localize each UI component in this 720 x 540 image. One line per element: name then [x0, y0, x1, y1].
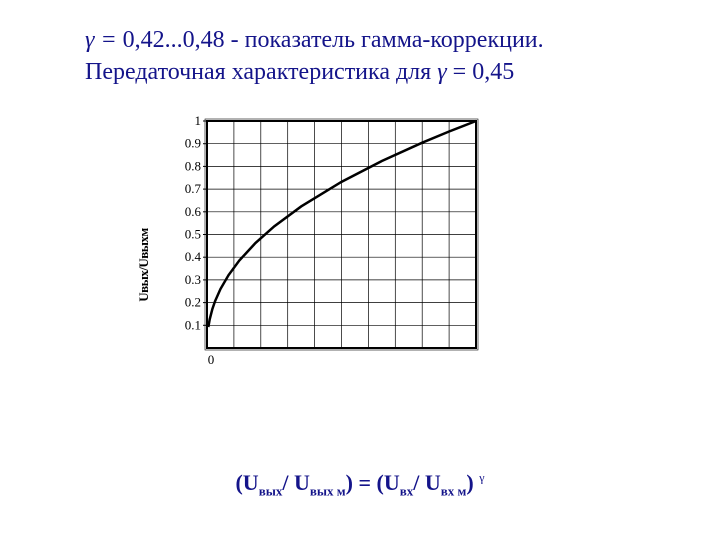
formula-exponent: γ — [479, 471, 484, 485]
formula-part: ) = (U — [346, 470, 400, 495]
title-block: γ = 0,42...0,48 - показатель гамма-корре… — [85, 24, 665, 89]
svg-text:0.9: 0.9 — [185, 136, 201, 151]
formula-part: / U — [413, 470, 441, 495]
formula-part: / U — [282, 470, 310, 495]
svg-text:0.5: 0.5 — [185, 227, 201, 242]
title-line2-eq: = 0,45 — [447, 59, 515, 85]
formula-sub: вых — [259, 483, 283, 498]
formula-sub: вых м — [310, 483, 346, 498]
gamma-symbol: γ = — [85, 27, 117, 53]
transfer-formula: (Uвых/ Uвых м) = (Uвх/ Uвх м) γ — [0, 470, 720, 499]
chart-canvas: 0.1 0.2 0.3 0.4 0.5 0.6 0.7 0.8 0.9 1 0 — [172, 115, 532, 370]
gamma-symbol-2: γ — [437, 59, 446, 85]
svg-text:0.3: 0.3 — [185, 272, 201, 287]
formula-sub: вх м — [441, 483, 467, 498]
title-line-1: γ = 0,42...0,48 - показатель гамма-корре… — [85, 24, 665, 56]
svg-text:0.6: 0.6 — [185, 204, 202, 219]
svg-text:0.7: 0.7 — [185, 181, 202, 196]
title-line-2: Передаточная характеристика для γ = 0,45 — [85, 56, 665, 88]
svg-text:0.4: 0.4 — [185, 249, 202, 264]
page: γ = 0,42...0,48 - показатель гамма-корре… — [0, 0, 720, 540]
y-axis-label: Uвых/Uвыхм — [136, 228, 152, 302]
gamma-chart: Uвых/Uвыхм 0.10.20.30.40.50.60.70.80.910 — [172, 115, 532, 415]
gamma-range: 0,42...0,48 — [117, 27, 231, 53]
svg-text:1: 1 — [195, 115, 202, 128]
svg-text:0: 0 — [208, 352, 215, 367]
svg-text:0.8: 0.8 — [185, 158, 201, 173]
formula-part: (U — [235, 470, 258, 495]
svg-text:0.2: 0.2 — [185, 295, 201, 310]
title-line1-suffix: - показатель гамма-коррекции. — [231, 27, 544, 53]
title-line2-prefix: Передаточная характеристика для — [85, 59, 437, 85]
formula-part: ) — [466, 470, 479, 495]
formula-sub: вх — [400, 483, 414, 498]
svg-text:0.1: 0.1 — [185, 317, 201, 332]
